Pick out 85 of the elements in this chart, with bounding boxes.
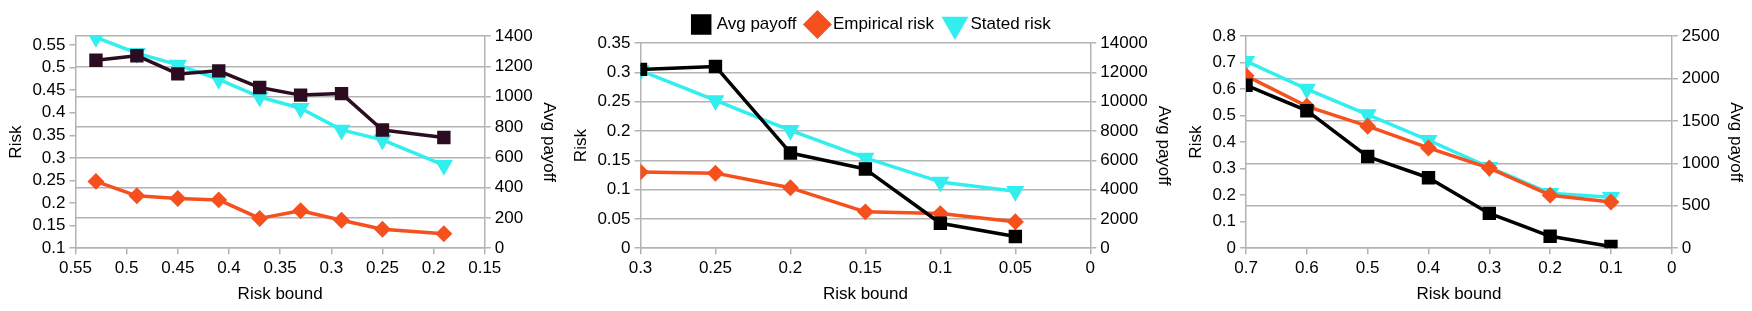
x-tick-label: 0.7 xyxy=(1234,258,1258,278)
x-tick-label: 0.2 xyxy=(1538,258,1562,278)
y2-axis-title: Avg payoff xyxy=(1155,105,1175,186)
y2-axis-title: Avg payoff xyxy=(540,102,560,183)
y2-tick-label: 200 xyxy=(494,207,524,227)
y-tick-label: 0.6 xyxy=(1212,78,1237,98)
y2-tick-label: 8000 xyxy=(1100,120,1139,140)
y-tick-label: 0.3 xyxy=(41,147,66,167)
x-tick-label: 0.3 xyxy=(628,258,653,278)
x-tick-label: 0.3 xyxy=(319,258,344,278)
x-tick-label: 0.3 xyxy=(1477,258,1502,278)
y-tick-label: 0 xyxy=(621,237,631,257)
y2-tick-label: 0 xyxy=(494,237,505,257)
x-tick-label: 0.05 xyxy=(998,258,1032,278)
y-axis-title: Risk xyxy=(1185,125,1205,159)
x-tick-label: 0.25 xyxy=(365,258,399,278)
y-tick-label: 0.35 xyxy=(32,125,66,145)
y-tick-label: 0.05 xyxy=(597,208,631,228)
y-tick-label: 0 xyxy=(1226,237,1237,257)
x-tick-label: 0.55 xyxy=(58,258,93,278)
y-tick-label: 0.25 xyxy=(597,91,631,111)
y-tick-label: 0.4 xyxy=(1212,131,1237,151)
y-tick-label: 0.5 xyxy=(41,57,66,77)
x-tick-label: 0.25 xyxy=(698,258,733,278)
y2-tick-label: 400 xyxy=(494,177,524,197)
x-tick-label: 0 xyxy=(1667,258,1677,278)
y2-tick-label: 2000 xyxy=(1681,68,1720,88)
x-tick-label: 0.6 xyxy=(1295,258,1319,278)
y2-tick-label: 1000 xyxy=(1681,153,1720,173)
y2-tick-label: 2500 xyxy=(1681,25,1720,45)
y-axis-title: Risk xyxy=(5,125,25,159)
y2-tick-label: 800 xyxy=(494,116,524,136)
x-tick-label: 0.2 xyxy=(421,258,446,278)
x-tick-label: 0.1 xyxy=(1599,258,1623,278)
y-tick-label: 0.8 xyxy=(1212,25,1237,45)
y2-tick-label: 0 xyxy=(1100,237,1110,257)
y-tick-label: 0.1 xyxy=(606,179,631,199)
y2-axis-title: Avg payoff xyxy=(1727,102,1747,183)
x-tick-label: 0.5 xyxy=(114,258,139,278)
y-tick-label: 0.1 xyxy=(41,237,66,257)
x-tick-label: 0.2 xyxy=(778,258,803,278)
legend-label: Empirical risk xyxy=(832,14,935,34)
y-tick-label: 0.4 xyxy=(41,102,66,122)
y-tick-label: 0.15 xyxy=(597,149,631,169)
y2-tick-label: 1000 xyxy=(494,86,533,106)
x-tick-label: 0.15 xyxy=(468,258,502,278)
legend-label: Stated risk xyxy=(970,14,1052,34)
y2-tick-label: 2000 xyxy=(1100,208,1139,228)
y2-tick-label: 600 xyxy=(494,146,524,166)
y-tick-label: 0.3 xyxy=(606,62,631,81)
y-tick-label: 0.7 xyxy=(1212,52,1237,72)
y2-tick-label: 14000 xyxy=(1100,32,1148,52)
y-axis-title: Risk xyxy=(570,128,590,163)
y2-tick-label: 0 xyxy=(1681,237,1692,257)
x-tick-label: 0.15 xyxy=(848,258,882,278)
x-tick-label: 0.35 xyxy=(263,258,297,278)
y-tick-label: 0.55 xyxy=(32,34,66,54)
y2-tick-label: 1200 xyxy=(494,56,533,75)
y-tick-label: 0.2 xyxy=(1212,184,1237,204)
y2-tick-label: 1500 xyxy=(1681,110,1720,130)
y2-tick-label: 10000 xyxy=(1100,91,1148,111)
x-axis-title: Risk bound xyxy=(822,284,908,304)
legend-label: Avg payoff xyxy=(716,14,797,34)
x-tick-label: 0.4 xyxy=(217,258,241,278)
y-tick-label: 0.25 xyxy=(32,170,66,190)
x-tick-label: 0.45 xyxy=(161,258,195,278)
y2-tick-label: 1400 xyxy=(494,25,533,45)
x-tick-label: 0.5 xyxy=(1355,258,1380,278)
y-tick-label: 0.45 xyxy=(32,79,66,99)
x-axis-title: Risk bound xyxy=(1416,284,1502,304)
y-tick-label: 0.3 xyxy=(1212,158,1237,178)
y-tick-label: 0.5 xyxy=(1212,105,1237,125)
x-tick-label: 0.4 xyxy=(1416,258,1441,278)
x-tick-label: 0 xyxy=(1085,258,1096,278)
y-tick-label: 0.2 xyxy=(41,192,66,212)
y2-tick-label: 4000 xyxy=(1100,179,1139,199)
y2-tick-label: 6000 xyxy=(1100,149,1139,169)
y2-tick-label: 12000 xyxy=(1100,62,1148,81)
y-tick-label: 0.15 xyxy=(32,215,66,235)
y2-tick-label: 500 xyxy=(1681,195,1711,215)
y-tick-label: 0.2 xyxy=(606,120,631,140)
x-axis-title: Risk bound xyxy=(237,284,323,304)
x-tick-label: 0.1 xyxy=(928,258,953,278)
y-tick-label: 0.1 xyxy=(1212,211,1237,231)
y-tick-label: 0.35 xyxy=(597,32,631,52)
